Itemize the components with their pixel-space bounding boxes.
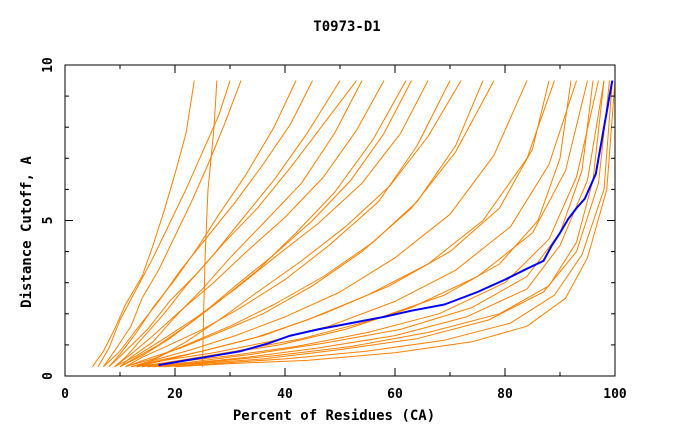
x-tick-label: 0 bbox=[61, 387, 69, 402]
x-tick-label: 60 bbox=[387, 387, 403, 402]
model-line-11 bbox=[136, 80, 577, 368]
model-line-25 bbox=[119, 80, 412, 368]
model-line-9 bbox=[130, 80, 528, 368]
model-line-1 bbox=[92, 80, 195, 367]
axis-ticks bbox=[64, 64, 616, 377]
model-line-29 bbox=[114, 80, 429, 368]
axis-tick-labels: 0 20 40 60 80 100 0 5 10 bbox=[41, 57, 627, 402]
model-line-0 bbox=[202, 80, 218, 367]
model-line-12 bbox=[136, 80, 588, 368]
model-line-20 bbox=[97, 80, 231, 367]
model-line-4 bbox=[114, 80, 341, 368]
model-line-2 bbox=[103, 80, 242, 367]
y-tick-label: 5 bbox=[41, 217, 56, 225]
y-axis-label: Distance Cutoff, A bbox=[19, 156, 35, 308]
model-line-21 bbox=[103, 80, 313, 368]
model-line-19 bbox=[114, 80, 385, 368]
x-tick-label: 100 bbox=[603, 387, 627, 402]
model-line-6 bbox=[119, 80, 407, 368]
model-line-26 bbox=[147, 80, 594, 368]
model-line-27 bbox=[158, 80, 605, 368]
y-tick-label: 10 bbox=[41, 57, 56, 73]
model-line-17 bbox=[174, 80, 616, 368]
model-line-8 bbox=[125, 80, 495, 368]
model-line-18 bbox=[108, 80, 357, 368]
x-tick-label: 20 bbox=[167, 387, 183, 402]
x-axis-label: Percent of Residues (CA) bbox=[233, 408, 435, 424]
model-line-22 bbox=[125, 80, 484, 368]
y-tick-label: 0 bbox=[41, 372, 56, 380]
model-line-16 bbox=[163, 80, 613, 368]
chart-title: T0973-D1 bbox=[313, 19, 380, 35]
model-line-7 bbox=[125, 80, 451, 368]
model-line-24 bbox=[130, 80, 550, 368]
model-line-13 bbox=[141, 80, 599, 368]
model-line-5 bbox=[119, 80, 363, 368]
model-line-15 bbox=[152, 80, 610, 368]
x-tick-label: 80 bbox=[497, 387, 513, 402]
highlight-line bbox=[158, 80, 614, 367]
model-line-28 bbox=[136, 80, 462, 368]
plot-lines bbox=[92, 80, 616, 368]
x-tick-label: 40 bbox=[277, 387, 293, 402]
